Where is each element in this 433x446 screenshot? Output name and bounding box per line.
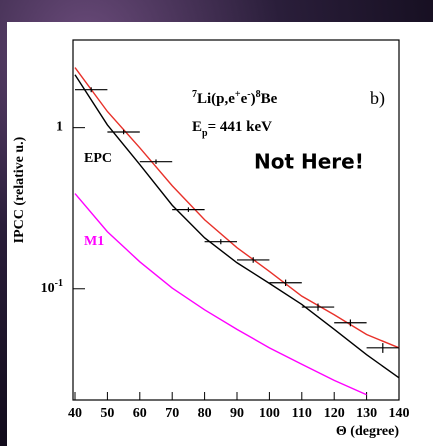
x-tick-label: 130 [356,406,377,421]
y-tick-base: 1 [56,120,63,135]
x-tick-label: 70 [165,406,179,421]
x-axis-label: Θ (degree) [336,424,399,439]
energy-part: p [202,128,208,139]
reaction-part: - [247,89,250,100]
annotation: Not Here! [254,150,364,174]
reaction-part: ) [251,91,256,107]
y-tick-label: 1 [56,120,63,135]
x-tick-label: 90 [230,406,244,421]
x-tick-label: 140 [389,406,410,421]
y-tick-label: 10-1 [41,278,63,296]
curve [74,193,367,396]
curve [74,67,400,349]
plot-frame [72,39,400,401]
x-tick-label: 100 [259,406,280,421]
y-axis-label: IPCC (relative u.) [12,136,27,243]
x-tick-label: 60 [133,406,147,421]
y-tick-exponent: -1 [55,278,63,289]
panel-label: b) [370,88,385,109]
reaction-part: 8 [256,89,261,100]
plot-panel [7,22,433,446]
x-tick-label: 120 [324,406,345,421]
curve-label: EPC [84,151,112,166]
reaction-part: + [235,89,241,100]
reaction: 7Li(p,e+e-)8Be [192,89,278,108]
x-tick-label: 110 [292,406,312,421]
curve-label: M1 [84,234,104,249]
reaction-part: Be [261,91,278,107]
reaction-part: 7 [192,89,197,100]
x-tick-label: 50 [100,406,114,421]
energy-part: = 441 keV [208,119,273,135]
x-tick-label: 40 [68,406,82,421]
reaction-part: Li(p,e [197,91,235,107]
x-tick-label: 80 [198,406,212,421]
curve [74,74,400,379]
energy: Ep= 441 keV [192,119,272,138]
reaction-part: e [241,91,248,107]
y-tick-base: 10 [41,281,55,296]
energy-part: E [192,119,202,135]
